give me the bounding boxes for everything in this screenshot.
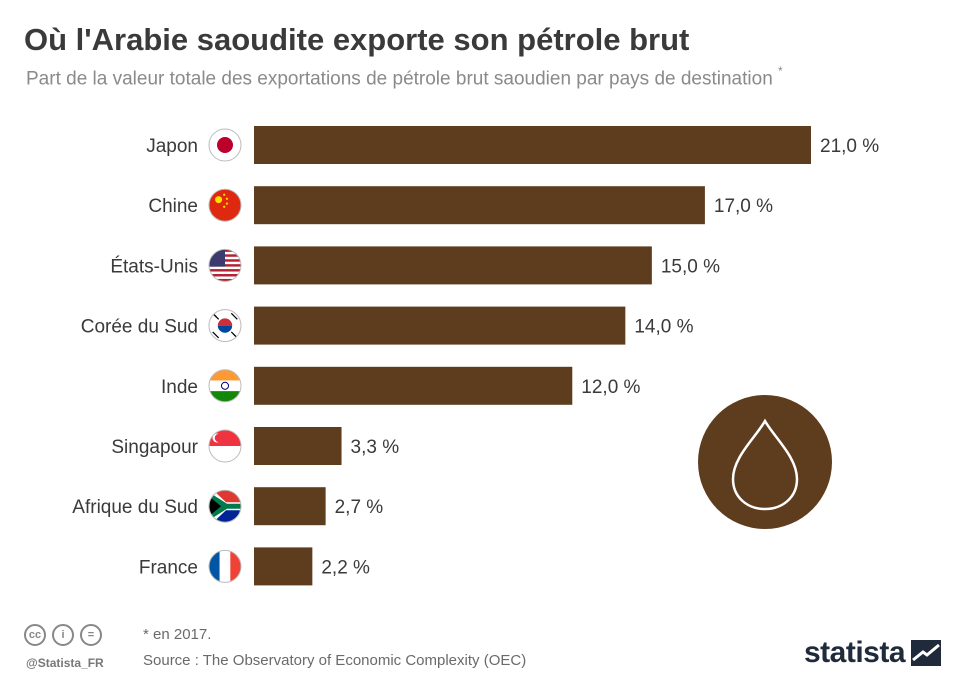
chart-subtitle: Part de la valeur totale des exportation… bbox=[26, 64, 783, 90]
bar-chart: Japon 21,0 % Chine 17,0 % États-Unis 15,0 % Co… bbox=[72, 126, 879, 586]
value-label: 17,0 % bbox=[714, 196, 773, 217]
value-label: 15,0 % bbox=[661, 256, 720, 277]
china-flag-icon bbox=[208, 188, 242, 222]
statista-mark-icon bbox=[911, 640, 942, 666]
oil-drop-icon bbox=[698, 395, 832, 529]
license-icons: cc i = bbox=[24, 624, 102, 646]
chart-title: Où l'Arabie saoudite exporte son pétrole… bbox=[24, 22, 690, 57]
category-label: Chine bbox=[148, 196, 198, 217]
value-label: 3,3 % bbox=[351, 437, 400, 458]
category-label: États-Unis bbox=[110, 256, 198, 277]
usa-flag-icon bbox=[208, 248, 242, 282]
value-label: 14,0 % bbox=[634, 317, 693, 338]
by-icon: i bbox=[52, 624, 74, 646]
bar bbox=[254, 126, 811, 164]
bar bbox=[254, 246, 652, 285]
bar bbox=[254, 547, 313, 586]
category-label: Corée du Sud bbox=[81, 317, 198, 338]
singapore-flag-icon bbox=[208, 429, 242, 463]
category-label: Japon bbox=[146, 136, 198, 157]
bar bbox=[254, 487, 326, 526]
social-handle: @Statista_FR bbox=[26, 656, 104, 670]
bar bbox=[254, 186, 705, 225]
bar bbox=[254, 366, 573, 405]
nd-icon: = bbox=[80, 624, 102, 646]
france-flag-icon bbox=[208, 549, 242, 583]
cc-icon: cc bbox=[24, 624, 46, 646]
footnote: * en 2017. bbox=[143, 626, 212, 643]
bar bbox=[254, 306, 626, 345]
logo-text: statista bbox=[804, 636, 906, 669]
category-label: France bbox=[139, 557, 198, 578]
japan-flag-icon bbox=[208, 128, 242, 162]
category-label: Afrique du Sud bbox=[72, 497, 198, 518]
category-label: Singapour bbox=[111, 437, 198, 458]
category-label: Inde bbox=[161, 377, 198, 398]
value-label: 2,2 % bbox=[321, 557, 370, 578]
value-label: 12,0 % bbox=[581, 377, 640, 398]
subtitle-text: Part de la valeur totale des exportation… bbox=[26, 68, 773, 90]
south-korea-flag-icon bbox=[208, 309, 242, 343]
statista-logo[interactable]: statista bbox=[804, 636, 942, 670]
value-label: 21,0 % bbox=[820, 136, 879, 157]
south-africa-flag-icon bbox=[208, 489, 242, 523]
source-text: Source : The Observatory of Economic Com… bbox=[143, 652, 527, 669]
india-flag-icon bbox=[208, 369, 242, 403]
value-label: 2,7 % bbox=[335, 497, 384, 518]
bar bbox=[254, 427, 342, 465]
subtitle-footnote-mark: * bbox=[778, 64, 783, 78]
